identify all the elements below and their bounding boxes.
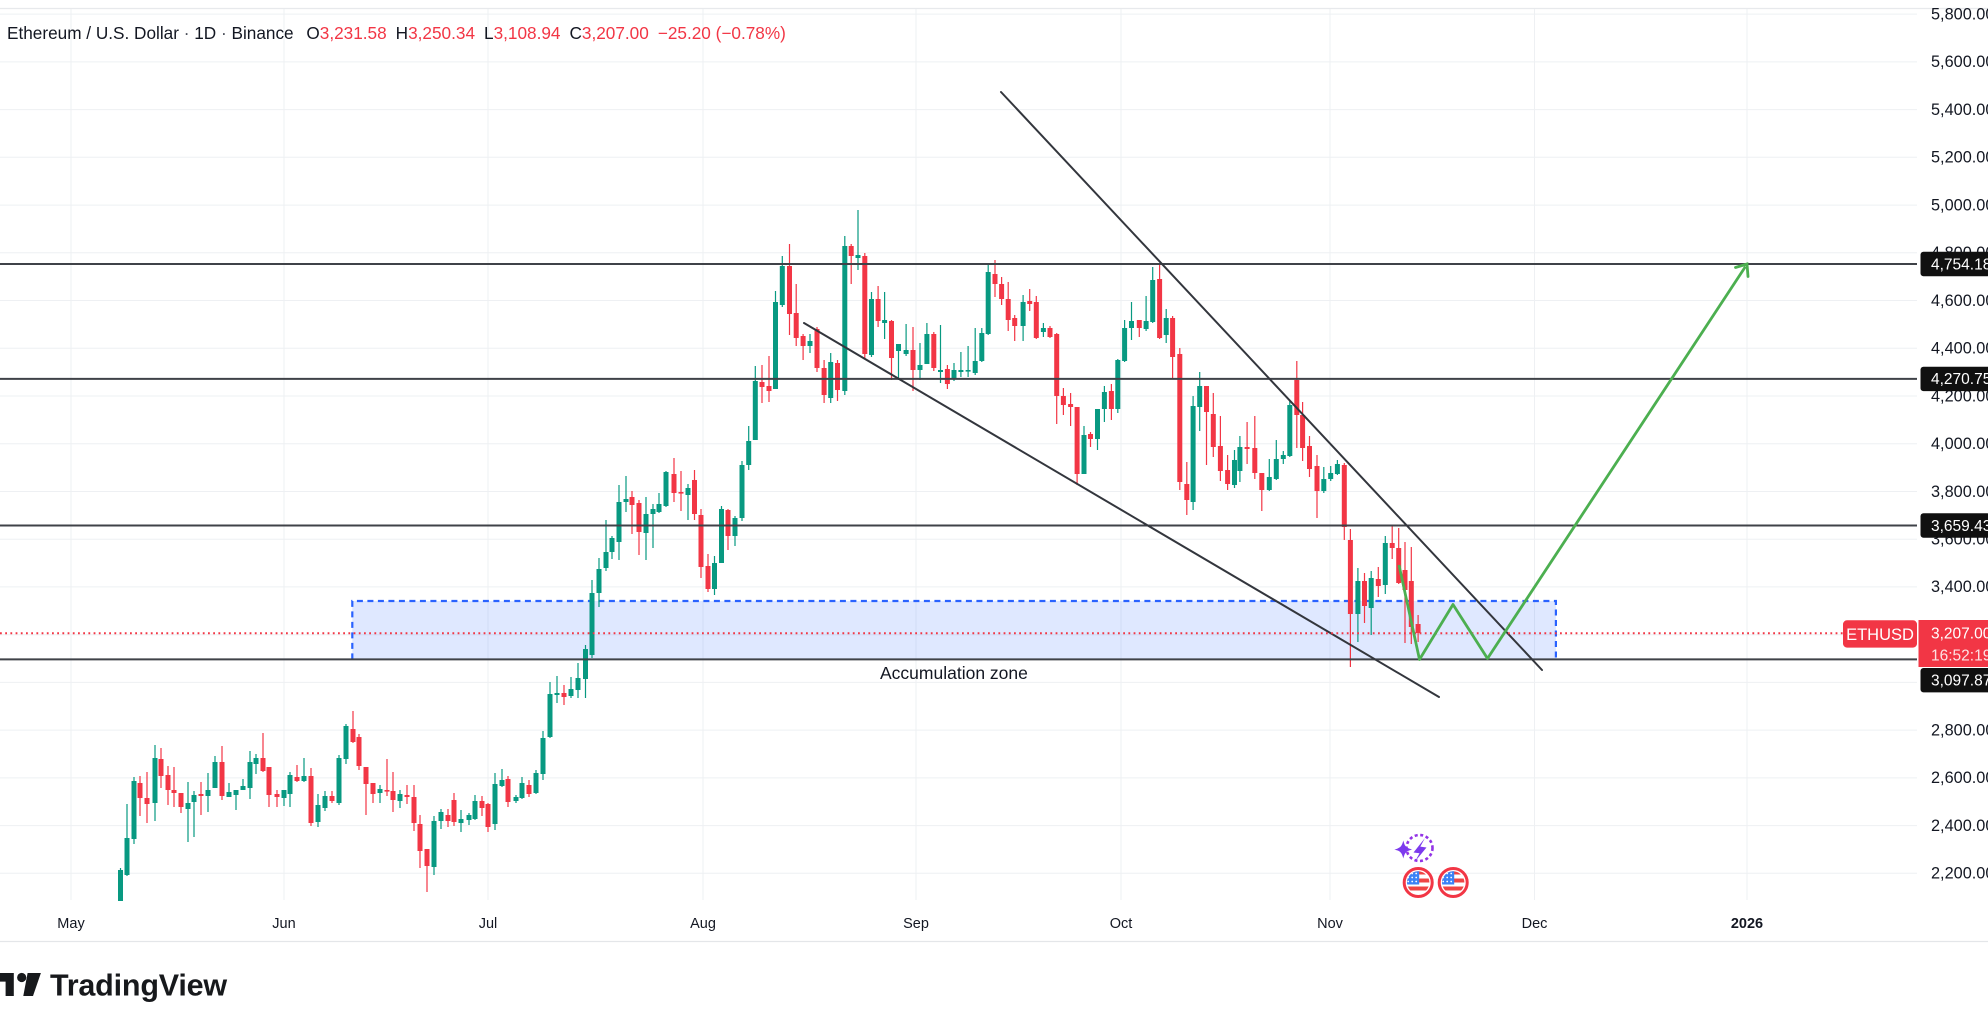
svg-text:3,659.43: 3,659.43 xyxy=(1931,518,1988,535)
svg-text:16:52:19: 16:52:19 xyxy=(1931,647,1988,664)
svg-text:Jun: Jun xyxy=(272,916,295,932)
svg-text:May: May xyxy=(57,916,85,932)
svg-text:4,400.00: 4,400.00 xyxy=(1931,340,1988,358)
svg-text:Dec: Dec xyxy=(1522,916,1548,932)
svg-text:4,270.75: 4,270.75 xyxy=(1931,371,1988,388)
svg-text:ETHUSD: ETHUSD xyxy=(1846,626,1914,644)
svg-text:3,097.87: 3,097.87 xyxy=(1931,673,1988,690)
svg-text:2,600.00: 2,600.00 xyxy=(1931,769,1988,787)
svg-text:5,200.00: 5,200.00 xyxy=(1931,149,1988,167)
svg-text:2,200.00: 2,200.00 xyxy=(1931,865,1988,883)
svg-text:3,207.00: 3,207.00 xyxy=(1931,626,1988,643)
svg-text:Jul: Jul xyxy=(479,916,498,932)
svg-text:Accumulation zone: Accumulation zone xyxy=(880,663,1028,683)
svg-text:5,000.00: 5,000.00 xyxy=(1931,196,1988,214)
svg-text:5,400.00: 5,400.00 xyxy=(1931,101,1988,119)
svg-text:2,800.00: 2,800.00 xyxy=(1931,721,1988,739)
svg-text:5,800.00: 5,800.00 xyxy=(1931,5,1988,23)
svg-text:Sep: Sep xyxy=(903,916,929,932)
svg-text:4,600.00: 4,600.00 xyxy=(1931,292,1988,310)
svg-text:2026: 2026 xyxy=(1731,916,1763,932)
svg-text:3,400.00: 3,400.00 xyxy=(1931,578,1988,596)
svg-text:2,400.00: 2,400.00 xyxy=(1931,817,1988,835)
svg-text:4,754.18: 4,754.18 xyxy=(1931,256,1988,273)
svg-text:Ethereum / U.S. Dollar · 1D ·: Ethereum / U.S. Dollar · 1D · Binance O3… xyxy=(7,23,786,43)
svg-text:3,800.00: 3,800.00 xyxy=(1931,483,1988,501)
svg-text:Aug: Aug xyxy=(690,916,716,932)
svg-text:TradingView: TradingView xyxy=(50,969,227,1003)
svg-text:4,000.00: 4,000.00 xyxy=(1931,435,1988,453)
svg-text:Oct: Oct xyxy=(1110,916,1133,932)
svg-text:4,200.00: 4,200.00 xyxy=(1931,387,1988,405)
svg-text:5,600.00: 5,600.00 xyxy=(1931,53,1988,71)
svg-text:Nov: Nov xyxy=(1317,916,1344,932)
